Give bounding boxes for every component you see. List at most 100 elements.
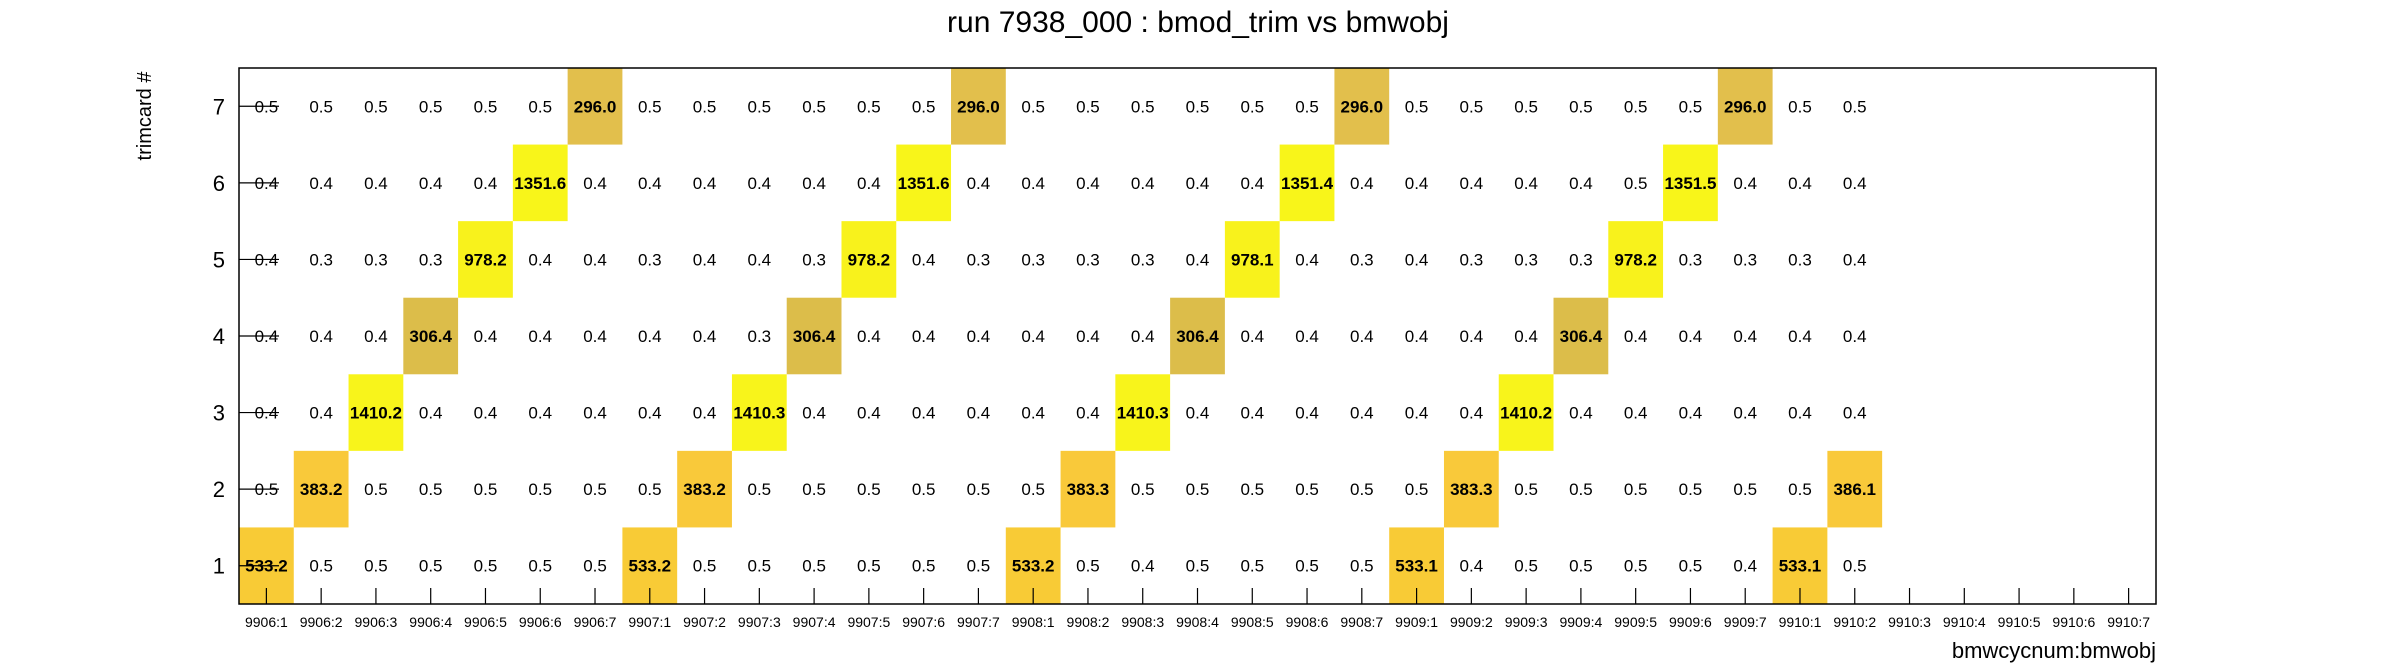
heatmap-cell — [1060, 450, 1116, 528]
cell-label: 0.4 — [802, 174, 826, 193]
cell-label: 0.4 — [309, 327, 333, 346]
cell-label: 0.5 — [1843, 97, 1867, 116]
cell-label: 306.4 — [1560, 327, 1603, 346]
cell-label: 0.5 — [1569, 480, 1593, 499]
cell-label: 0.5 — [1186, 97, 1210, 116]
cell-label: 0.5 — [364, 557, 388, 576]
cell-label: 0.4 — [364, 327, 388, 346]
x-tick-label: 9908:6 — [1286, 614, 1329, 630]
cell-label: 0.4 — [1788, 174, 1812, 193]
cell-label: 0.5 — [1514, 557, 1538, 576]
cell-label: 0.5 — [1788, 480, 1812, 499]
heatmap-cell — [841, 221, 897, 298]
y-tick-label: 5 — [213, 247, 225, 272]
cell-label: 0.4 — [309, 174, 333, 193]
cell-label: 0.5 — [638, 480, 662, 499]
cell-label: 0.3 — [1460, 250, 1484, 269]
chart-title: run 7938_000 : bmod_trim vs bmwobj — [947, 6, 1449, 39]
cell-label: 296.0 — [957, 97, 1000, 116]
cell-label: 0.4 — [1021, 404, 1045, 423]
cell-label: 533.1 — [1395, 557, 1438, 576]
x-tick-label: 9908:1 — [1012, 614, 1055, 630]
cell-label: 0.4 — [583, 327, 607, 346]
cell-label: 383.2 — [300, 480, 343, 499]
heatmap-cell — [1827, 450, 1883, 528]
cell-label: 306.4 — [1176, 327, 1219, 346]
x-tick-label: 9906:7 — [574, 614, 617, 630]
cell-label: 0.4 — [1186, 250, 1210, 269]
heatmap-cell — [896, 144, 952, 222]
cell-label: 0.4 — [1843, 250, 1867, 269]
cell-label: 0.3 — [967, 250, 991, 269]
cell-label: 0.4 — [1350, 404, 1374, 423]
cell-label: 0.4 — [1569, 174, 1593, 193]
cell-label: 0.5 — [1679, 480, 1703, 499]
cell-label: 0.5 — [1076, 557, 1100, 576]
cell-label: 0.4 — [1460, 404, 1484, 423]
heatmap-cell — [403, 297, 459, 375]
cell-label: 0.4 — [1350, 327, 1374, 346]
cell-label: 0.5 — [802, 557, 826, 576]
cell-label: 0.4 — [1569, 404, 1593, 423]
cell-label: 0.4 — [1460, 557, 1484, 576]
cell-label: 0.5 — [419, 97, 443, 116]
x-tick-label: 9909:7 — [1724, 614, 1767, 630]
x-tick-label: 9909:5 — [1614, 614, 1657, 630]
x-tick-label: 9906:6 — [519, 614, 562, 630]
cell-label: 296.0 — [1724, 97, 1767, 116]
cell-label: 0.4 — [1186, 174, 1210, 193]
cell-label: 0.5 — [528, 557, 552, 576]
cell-label: 0.5 — [802, 97, 826, 116]
cell-label: 0.4 — [1788, 327, 1812, 346]
cell-label: 0.4 — [693, 327, 717, 346]
cell-label: 0.5 — [474, 97, 498, 116]
cell-label: 0.4 — [1788, 404, 1812, 423]
cell-label: 0.4 — [1240, 174, 1264, 193]
cell-label: 0.5 — [309, 557, 333, 576]
cell-label: 0.3 — [1350, 250, 1374, 269]
cell-label: 0.4 — [748, 250, 772, 269]
cell-label: 0.5 — [748, 557, 772, 576]
cell-label: 0.4 — [1843, 327, 1867, 346]
cell-label: 0.3 — [1733, 250, 1757, 269]
cell-label: 0.5 — [1679, 557, 1703, 576]
cell-label: 0.3 — [309, 250, 333, 269]
cell-label: 0.5 — [1679, 97, 1703, 116]
cell-label: 0.4 — [1624, 327, 1648, 346]
cell-label: 1410.3 — [733, 404, 785, 423]
cell-label: 0.5 — [1295, 97, 1319, 116]
cell-label: 0.5 — [583, 557, 607, 576]
cell-label: 0.4 — [967, 404, 991, 423]
cell-labels: 533.2 0.5 0.5 0.5 0.5 0.5 0.5 533.2 0.5 0.5 0.5 0.5… — [245, 97, 1876, 575]
x-tick-label: 9909:1 — [1395, 614, 1438, 630]
y-axis-ticks: 1 2 3 4 5 6 7 — [213, 94, 279, 579]
cell-label: 0.5 — [1624, 480, 1648, 499]
cell-label: 0.4 — [474, 174, 498, 193]
heatmap-cell — [731, 374, 787, 451]
cell-label: 0.3 — [1514, 250, 1538, 269]
cell-label: 0.4 — [1295, 404, 1319, 423]
cell-label: 0.4 — [309, 404, 333, 423]
cell-label: 0.4 — [857, 327, 881, 346]
cell-label: 0.5 — [419, 480, 443, 499]
cell-label: 0.4 — [1733, 174, 1757, 193]
cell-label: 0.4 — [474, 404, 498, 423]
x-tick-label: 9907:6 — [902, 614, 945, 630]
cell-label: 0.5 — [857, 557, 881, 576]
x-tick-label: 9907:2 — [683, 614, 726, 630]
x-tick-label: 9908:4 — [1176, 614, 1219, 630]
cell-label: 0.4 — [528, 327, 552, 346]
cell-label: 0.4 — [857, 404, 881, 423]
heatmap-cell — [1334, 68, 1390, 145]
cell-label: 1351.6 — [898, 174, 950, 193]
cell-label: 0.4 — [1733, 404, 1757, 423]
cell-label: 0.5 — [419, 557, 443, 576]
heatmap-cell — [1663, 144, 1718, 222]
cell-label: 0.3 — [1679, 250, 1703, 269]
cell-label: 0.5 — [1514, 97, 1538, 116]
cell-label: 0.4 — [583, 174, 607, 193]
x-tick-label: 9906:4 — [409, 614, 452, 630]
cell-label: 0.5 — [474, 557, 498, 576]
x-tick-label: 9907:7 — [957, 614, 1000, 630]
cell-label: 0.3 — [1021, 250, 1045, 269]
